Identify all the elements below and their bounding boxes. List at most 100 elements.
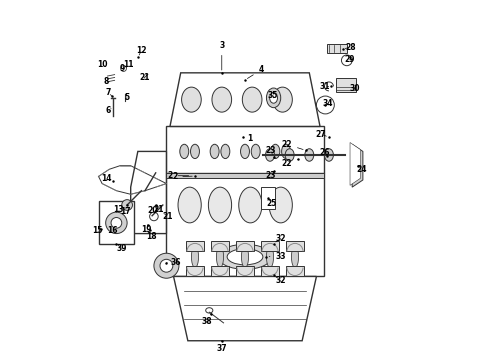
Ellipse shape [282,144,291,158]
Ellipse shape [218,244,272,269]
Ellipse shape [285,149,294,161]
Text: 14: 14 [101,175,112,184]
Bar [98,202,134,244]
Polygon shape [350,143,361,185]
Bar [286,266,304,276]
Text: 16: 16 [108,226,118,235]
Text: 5: 5 [124,93,130,102]
Bar [286,241,304,251]
Text: 22: 22 [282,140,303,149]
Bar [236,266,254,276]
Ellipse shape [191,144,199,158]
Ellipse shape [267,88,281,108]
Text: 23: 23 [266,171,276,180]
Polygon shape [167,126,323,173]
Polygon shape [170,73,320,126]
Bar [186,266,204,276]
Text: 2: 2 [168,171,189,180]
Ellipse shape [292,246,298,267]
Ellipse shape [182,87,201,112]
Circle shape [149,212,158,221]
Ellipse shape [269,187,293,223]
Bar [327,44,347,53]
Text: 2: 2 [172,172,192,181]
Bar [211,266,229,276]
Text: 27: 27 [316,130,326,139]
Circle shape [122,200,132,210]
Bar [167,173,323,178]
Text: 13: 13 [114,205,124,214]
Ellipse shape [217,246,223,267]
Text: 31: 31 [319,82,330,91]
Text: 7: 7 [106,88,112,97]
Text: 8: 8 [104,77,109,86]
Text: 25: 25 [267,199,277,208]
Text: 34: 34 [323,99,334,108]
Circle shape [154,253,179,278]
Text: 28: 28 [345,42,356,51]
Text: 24: 24 [357,165,367,174]
Ellipse shape [324,149,333,161]
Ellipse shape [239,187,262,223]
Polygon shape [173,276,317,341]
Text: 22: 22 [282,159,297,168]
Bar [211,241,229,251]
Text: 21: 21 [162,212,173,221]
Ellipse shape [243,87,262,112]
Text: 29: 29 [344,55,355,64]
Circle shape [160,259,173,272]
Text: 21: 21 [153,205,164,214]
Ellipse shape [221,144,230,158]
Ellipse shape [208,187,232,223]
Text: 18: 18 [146,232,157,241]
Bar [261,187,275,208]
Polygon shape [131,152,167,234]
Polygon shape [167,173,323,276]
Bar [236,241,254,251]
Circle shape [111,217,122,228]
Text: 3: 3 [219,41,224,70]
Ellipse shape [266,149,274,161]
Text: 32: 32 [275,275,286,284]
Bar [336,78,356,93]
Text: 4: 4 [247,66,264,78]
Text: 39: 39 [117,244,127,253]
Ellipse shape [267,246,273,267]
Text: 26: 26 [319,148,330,157]
Text: 10: 10 [97,60,107,69]
Circle shape [121,66,126,71]
Text: 33: 33 [269,252,286,261]
Text: 9: 9 [119,64,124,73]
Ellipse shape [242,246,248,267]
Text: 37: 37 [217,341,227,353]
Circle shape [342,55,352,66]
Ellipse shape [241,144,249,158]
Ellipse shape [192,246,198,267]
Ellipse shape [272,87,293,112]
Bar [261,241,279,251]
Ellipse shape [210,144,219,158]
Ellipse shape [178,187,201,223]
Text: 32: 32 [275,234,286,243]
Text: 21: 21 [139,73,149,82]
Text: 23: 23 [266,146,276,155]
Bar [261,266,279,276]
Polygon shape [352,144,363,187]
Bar [186,241,204,251]
Ellipse shape [271,144,280,158]
Ellipse shape [270,93,277,103]
Ellipse shape [251,144,260,158]
Ellipse shape [180,144,189,158]
Text: 17: 17 [120,207,130,216]
Text: 15: 15 [93,225,103,234]
Text: 6: 6 [106,106,111,115]
Text: 38: 38 [201,314,212,326]
Ellipse shape [212,87,232,112]
Text: 11: 11 [123,60,134,69]
Circle shape [106,212,127,234]
Ellipse shape [227,249,263,265]
Ellipse shape [305,149,314,161]
Ellipse shape [317,96,334,114]
Text: 30: 30 [350,84,360,93]
Ellipse shape [206,308,213,313]
